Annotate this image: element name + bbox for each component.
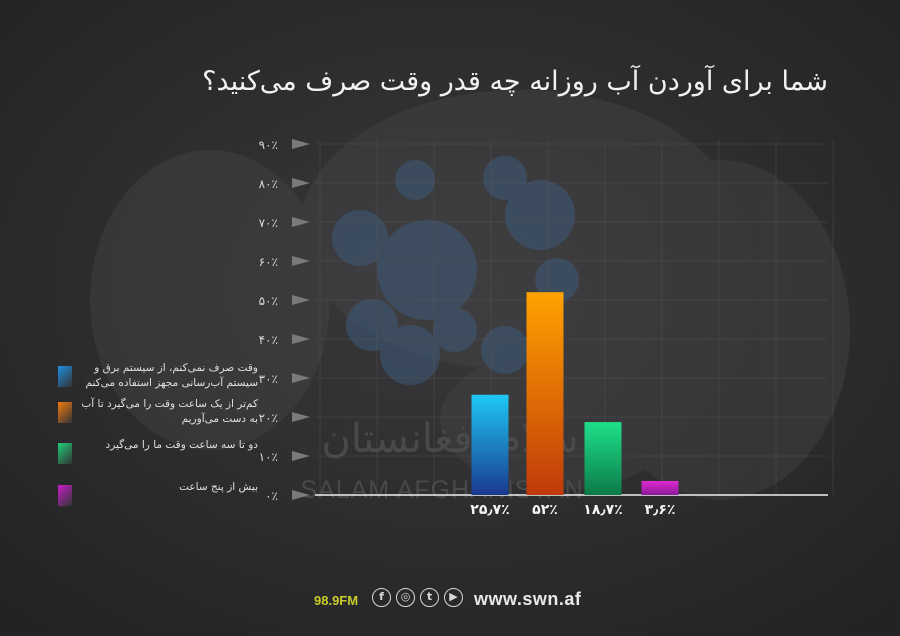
y-tick-label: ۸۰٪ bbox=[259, 177, 278, 191]
legend-label: کم‌تر از یک ساعت وقت را می‌گیرد تا آب به… bbox=[81, 398, 258, 425]
footer: 98.9FM f ◎ t ▶ www.swn.af bbox=[0, 584, 900, 618]
plot-area: ۰٪ ۱۰٪ ۲۰٪ ۳۰٪ ۴۰٪ ۵۰٪ ۶۰٪ ۷۰٪ ۸۰٪ ۹۰٪ ۲۵٫۷٪ ۵۲٪ ۱۸٫… bbox=[259, 138, 834, 518]
tick-arrow bbox=[292, 295, 310, 305]
tick-arrow bbox=[292, 256, 310, 266]
legend-item: کم‌تر از یک ساعت وقت را می‌گیرد تا آب به… bbox=[58, 397, 258, 427]
legend-label: دو تا سه ساعت وقت ما را می‌گیرد bbox=[105, 439, 258, 451]
tick-arrow bbox=[292, 490, 310, 500]
tick-arrow bbox=[292, 217, 310, 227]
tick-arrow bbox=[292, 139, 310, 149]
youtube-icon[interactable]: ▶ bbox=[444, 588, 463, 607]
bar-value-label: ۲۵٫۷٪ bbox=[470, 502, 509, 518]
y-tick-label: ۰٪ bbox=[265, 489, 278, 503]
tick-arrow bbox=[292, 373, 310, 383]
bar-4 bbox=[641, 480, 679, 495]
bar-1 bbox=[471, 394, 509, 495]
website-link[interactable]: www.swn.af bbox=[474, 589, 582, 609]
legend-swatch bbox=[58, 402, 72, 423]
bar-value-label: ۵۲٪ bbox=[532, 502, 558, 518]
tick-arrow bbox=[292, 334, 310, 344]
y-tick-label: ۹۰٪ bbox=[259, 138, 278, 152]
bar-3 bbox=[584, 422, 622, 495]
bar-value-label: ۳٫۶٪ bbox=[645, 502, 676, 518]
y-tick-label: ۲۰٪ bbox=[259, 411, 278, 425]
tick-arrow bbox=[292, 178, 310, 188]
bubble-decoration bbox=[332, 156, 579, 385]
legend-swatch bbox=[58, 366, 72, 387]
y-tick-label: ۱۰٪ bbox=[259, 450, 278, 464]
bar-2 bbox=[526, 292, 564, 495]
tick-arrow bbox=[292, 412, 310, 422]
legend-label: وقت صرف نمی‌کنم، از سیستم برق و سیستم آب… bbox=[85, 362, 258, 389]
y-tick-label: ۷۰٪ bbox=[259, 216, 278, 230]
y-tick-label: ۶۰٪ bbox=[259, 255, 278, 269]
y-tick-label: ۵۰٪ bbox=[259, 294, 278, 308]
legend-item: دو تا سه ساعت وقت ما را می‌گیرد bbox=[58, 438, 258, 468]
legend-item: بیش از پنج ساعت bbox=[58, 480, 258, 510]
facebook-icon[interactable]: f bbox=[372, 588, 391, 607]
bar-value-label: ۱۸٫۷٪ bbox=[583, 502, 622, 518]
radio-frequency: 98.9FM bbox=[314, 593, 359, 608]
legend-swatch bbox=[58, 485, 72, 506]
legend-swatch bbox=[58, 443, 72, 464]
tick-arrow bbox=[292, 451, 310, 461]
legend-item: وقت صرف نمی‌کنم، از سیستم برق و سیستم آب… bbox=[58, 361, 258, 391]
y-tick-label: ۴۰٪ bbox=[259, 333, 278, 347]
instagram-icon[interactable]: ◎ bbox=[396, 588, 415, 607]
chart-title: شما برای آوردن آب روزانه چه قدر وقت صرف … bbox=[202, 66, 828, 97]
twitter-icon[interactable]: t bbox=[420, 588, 439, 607]
y-tick-label: ۳۰٪ bbox=[259, 372, 278, 386]
legend-label: بیش از پنج ساعت bbox=[179, 481, 258, 493]
